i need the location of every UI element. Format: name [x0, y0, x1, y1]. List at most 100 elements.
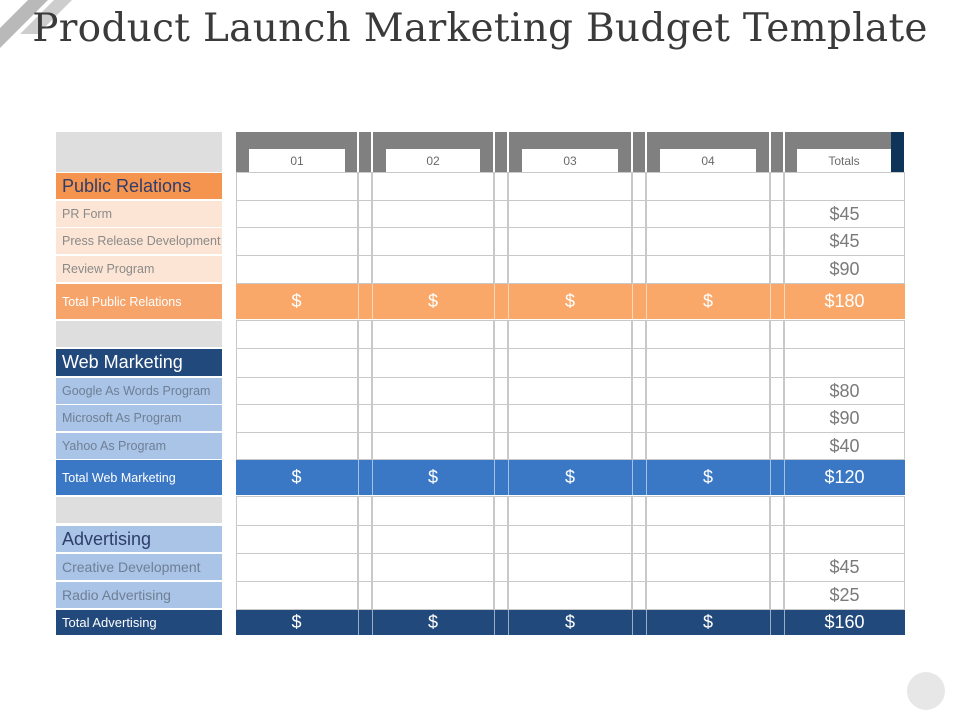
- grid-cell: [646, 377, 770, 405]
- row-label-radio-advertising: Radio Advertising: [56, 582, 222, 608]
- grid-cell: [784, 432, 905, 460]
- grid-cell: [646, 200, 770, 228]
- grid-cell: [372, 553, 494, 582]
- grid-cell: [770, 496, 784, 526]
- grid-cell: [358, 404, 372, 433]
- total-cell-q4: $: [702, 291, 713, 311]
- grid-cell: [632, 377, 646, 405]
- grid-cell: [632, 348, 646, 378]
- grid-cell: [372, 432, 494, 460]
- total-band-separator: [508, 610, 509, 635]
- grid-cell: [236, 172, 358, 201]
- grid-cell: [494, 320, 508, 349]
- grid-cell: [372, 496, 494, 526]
- section-heading-advertising: Advertising: [56, 526, 222, 552]
- grid-cell: [632, 432, 646, 460]
- grid-cell: [632, 200, 646, 228]
- slide-navigation-circle: [907, 672, 945, 710]
- column-header-04: 04: [660, 149, 756, 172]
- grid-cell: [358, 553, 372, 582]
- grid-cell: [494, 553, 508, 582]
- grid-cell: [358, 525, 372, 554]
- total-cell-q2: $: [427, 291, 438, 311]
- grid-cell: [358, 172, 372, 201]
- total-band-separator: [770, 460, 771, 495]
- total-band-separator: [646, 284, 647, 319]
- total-band-separator: [494, 610, 495, 635]
- row-total-creative-development: $45: [829, 556, 860, 577]
- total-band-separator: [358, 460, 359, 495]
- grid-cell: [632, 404, 646, 433]
- grid-cell: [632, 320, 646, 349]
- grid-cell: [358, 200, 372, 228]
- grid-cell: [632, 496, 646, 526]
- row-total-yahoo-as-program: $40: [829, 435, 860, 456]
- total-cell-q2: $: [427, 612, 438, 632]
- column-header-totals: Totals: [797, 149, 891, 172]
- grid-cell: [358, 320, 372, 349]
- total-band-separator: [632, 460, 633, 495]
- grid-cell: [770, 227, 784, 256]
- grid-cell: [770, 581, 784, 610]
- grid-cell: [632, 255, 646, 284]
- grid-cell: [494, 581, 508, 610]
- grid-cell: [494, 348, 508, 378]
- header-accent-strip: [891, 132, 904, 172]
- grid-cell: [784, 553, 905, 582]
- total-band-separator: [784, 610, 785, 635]
- total-cell-q4: $: [702, 612, 713, 632]
- grid-cell: [358, 255, 372, 284]
- grid-cell: [508, 496, 632, 526]
- grid-cell: [646, 227, 770, 256]
- grid-cell: [236, 200, 358, 228]
- total-band-separator: [494, 460, 495, 495]
- total-band-separator: [358, 610, 359, 635]
- page-title: Product Launch Marketing Budget Template: [32, 6, 928, 51]
- grid-cell: [508, 348, 632, 378]
- grid-cell: [632, 227, 646, 256]
- total-band-separator: [372, 460, 373, 495]
- grid-cell: [784, 348, 905, 378]
- grid-cell: [494, 496, 508, 526]
- total-band-separator: [508, 460, 509, 495]
- grid-cell: [508, 581, 632, 610]
- grid-cell: [632, 525, 646, 554]
- grid-cell: [508, 432, 632, 460]
- grid-cell: [236, 404, 358, 433]
- grid-cell: [508, 200, 632, 228]
- grid-cell: [646, 581, 770, 610]
- grid-cell: [372, 172, 494, 201]
- grid-cell: [358, 496, 372, 526]
- grid-cell: [494, 377, 508, 405]
- row-label-yahoo-as-program: Yahoo As Program: [56, 433, 222, 459]
- total-band-separator: [372, 610, 373, 635]
- total-cell-q3: $: [564, 612, 575, 632]
- grid-cell: [372, 348, 494, 378]
- total-cell-q2: $: [427, 467, 438, 487]
- grid-cell: [236, 525, 358, 554]
- grid-cell: [372, 525, 494, 554]
- grid-cell: [784, 377, 905, 405]
- total-band-separator: [508, 284, 509, 319]
- row-label-press-release-development: Press Release Development: [56, 228, 222, 254]
- total-cell-q1: $: [291, 291, 302, 311]
- grid-cell: [508, 404, 632, 433]
- grid-cell: [770, 404, 784, 433]
- grid-cell: [358, 377, 372, 405]
- grid-cell: [646, 432, 770, 460]
- grid-cell: [372, 255, 494, 284]
- grid-cell: [770, 200, 784, 228]
- grid-cell: [236, 255, 358, 284]
- total-band-separator: [646, 460, 647, 495]
- row-label-google-as-words-program: Google As Words Program: [56, 378, 222, 404]
- grid-cell: [646, 320, 770, 349]
- row-label-creative-development: Creative Development: [56, 554, 222, 580]
- grid-cell: [646, 525, 770, 554]
- grid-cell: [770, 553, 784, 582]
- total-band-separator: [494, 284, 495, 319]
- total-cell-q1: $: [291, 612, 302, 632]
- grid-cell: [632, 581, 646, 610]
- grid-cell: [372, 227, 494, 256]
- grid-cell: [646, 404, 770, 433]
- grid-cell: [372, 320, 494, 349]
